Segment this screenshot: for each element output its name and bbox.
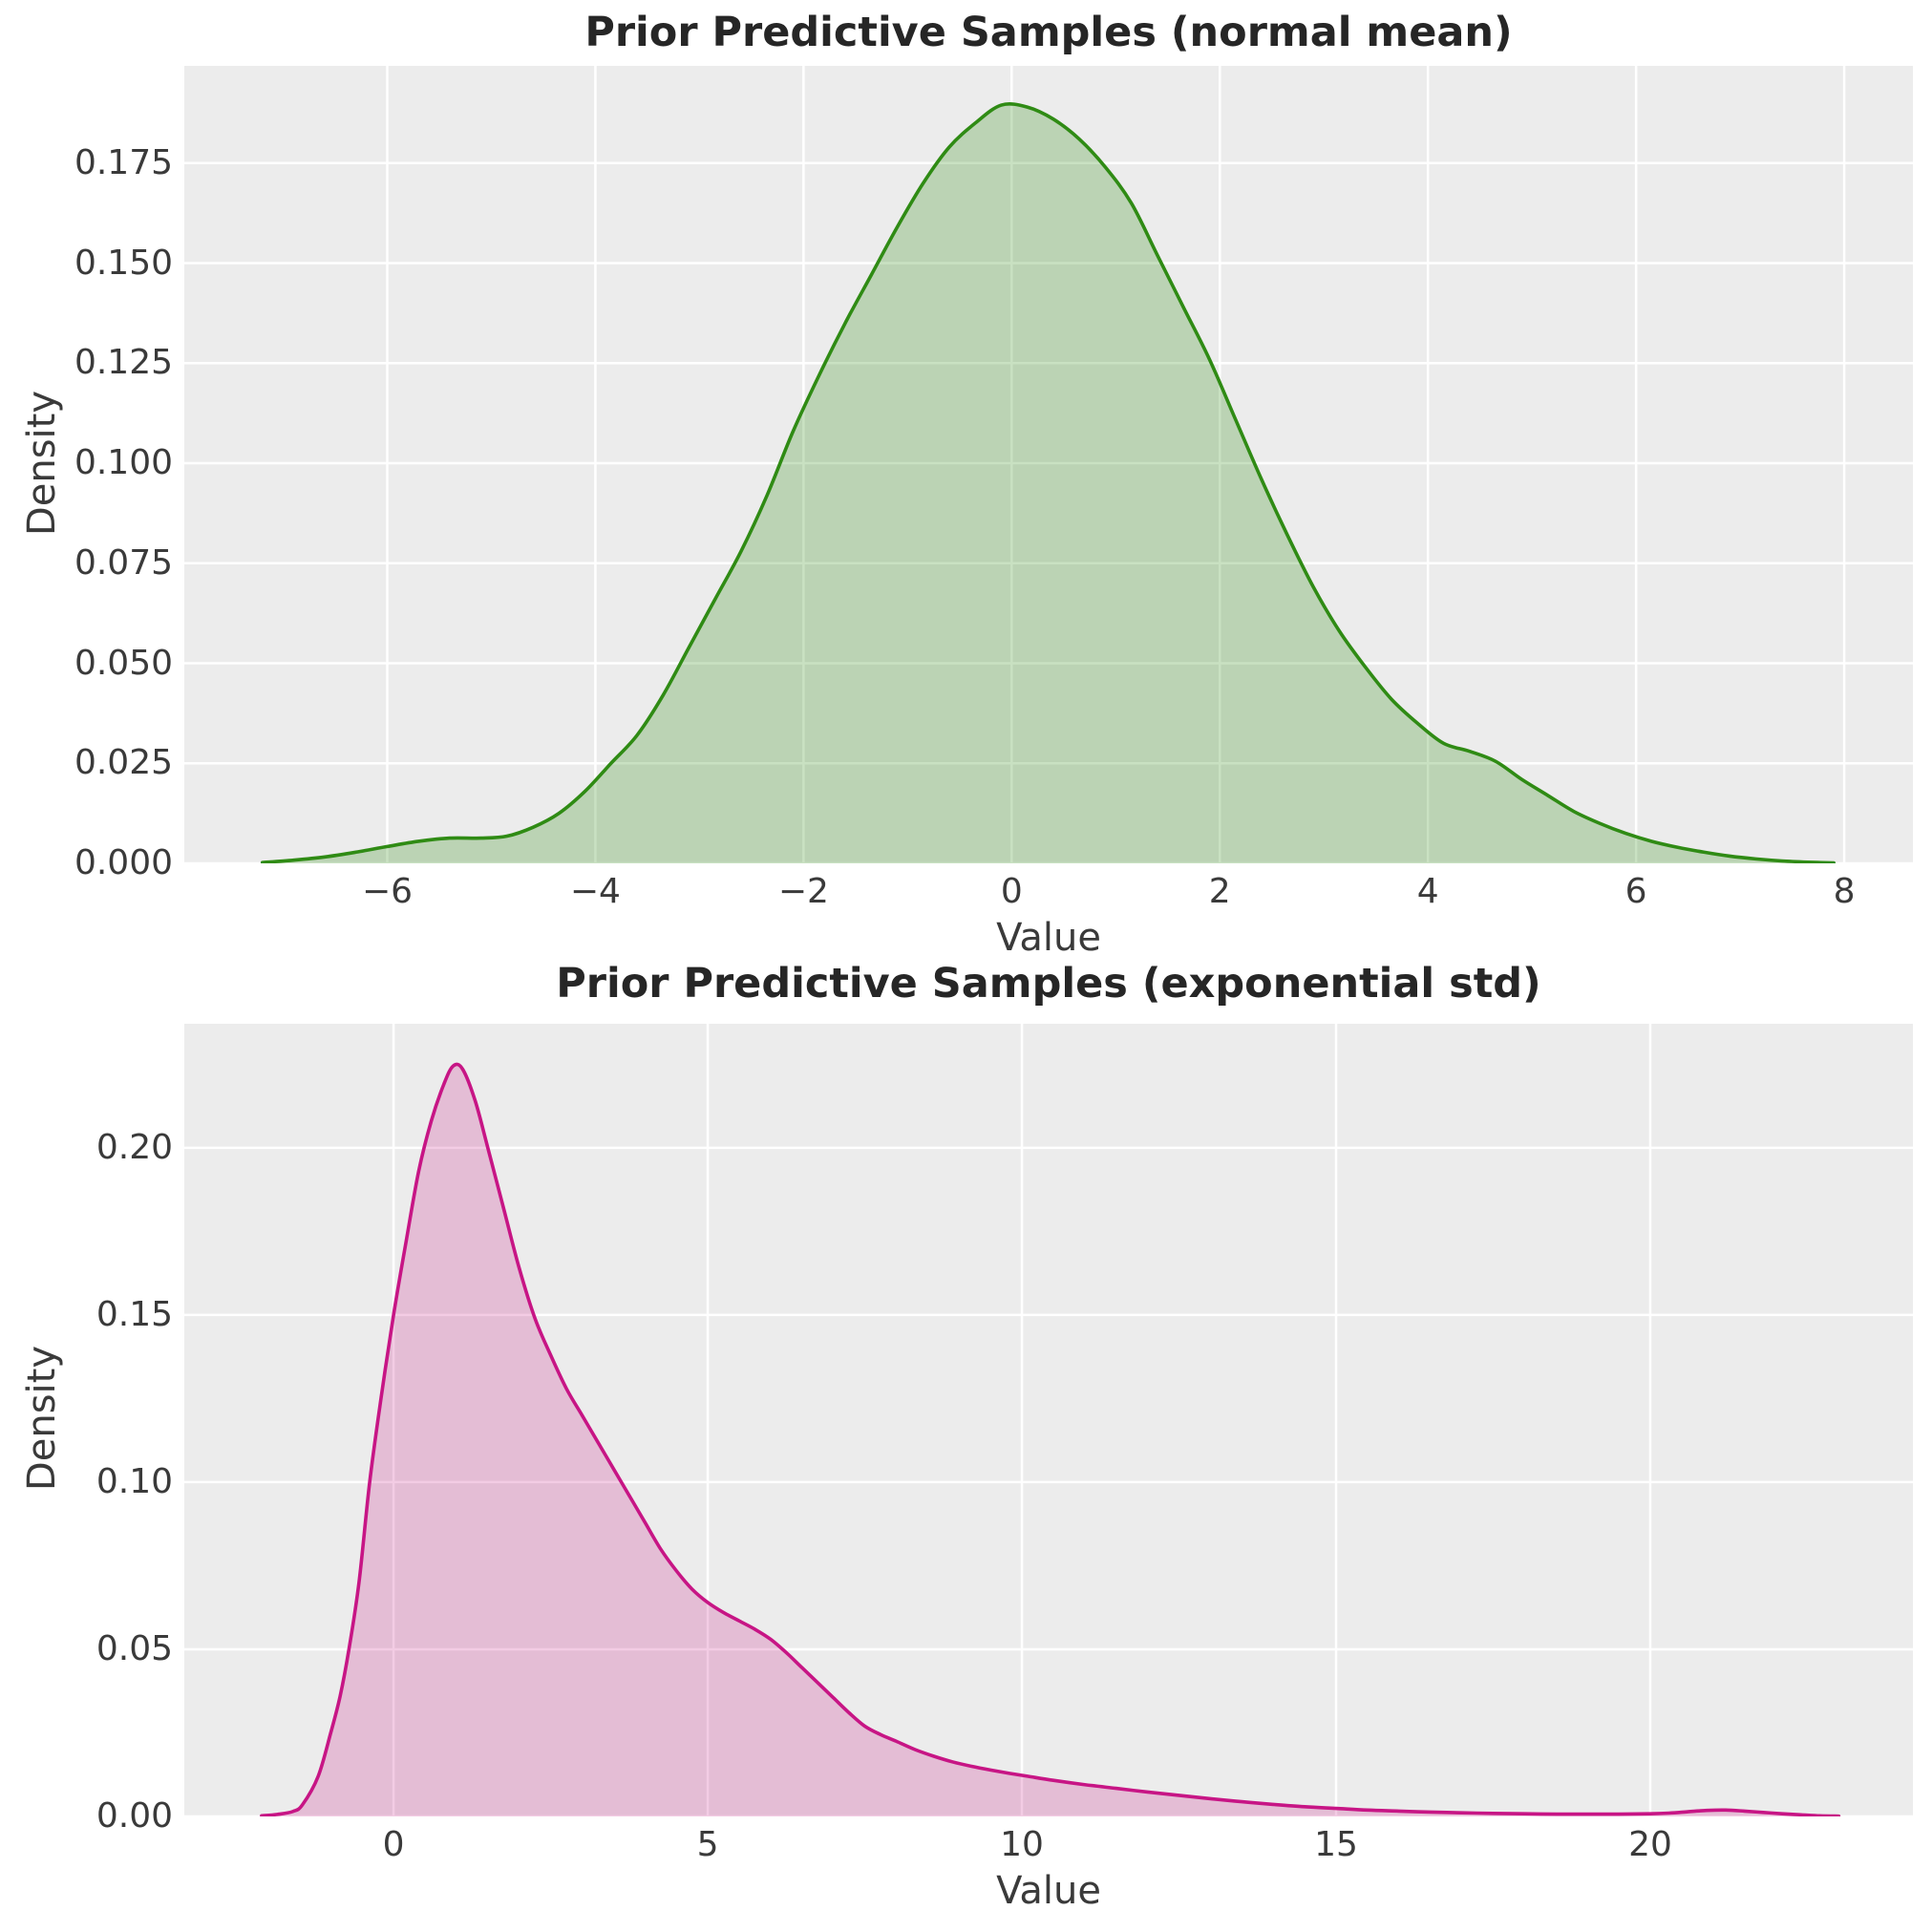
y-tick-label: 0.150 (74, 243, 173, 283)
x-tick-label: 5 (696, 1825, 719, 1864)
kde-density-line (260, 102, 1836, 863)
kde-fill-area (261, 1064, 1839, 1816)
y-axis-label-bottom: Density (20, 1345, 64, 1492)
x-tick-label: 6 (1624, 872, 1647, 911)
kde-fill-area (262, 103, 1835, 863)
y-tick-label: 0.15 (96, 1294, 173, 1334)
x-tick-label: 0 (1000, 872, 1023, 911)
kde-plot-svg-bottom (184, 1024, 1913, 1816)
x-tick-label: 2 (1208, 872, 1231, 911)
x-tick-label: 8 (1833, 872, 1856, 911)
y-tick-label: 0.05 (96, 1628, 173, 1668)
y-tick-label: 0.025 (74, 743, 173, 783)
plot-area-background-top (184, 66, 1913, 863)
y-tick-label: 0.00 (96, 1796, 173, 1836)
y-tick-label: 0.100 (74, 443, 173, 483)
x-tick-label: −4 (569, 872, 621, 911)
plot-area-background-bottom (184, 1024, 1913, 1816)
x-tick-label: 20 (1628, 1825, 1672, 1864)
x-tick-label: 15 (1314, 1825, 1358, 1864)
x-tick-label: −6 (361, 872, 414, 911)
x-axis-label-bottom: Value (996, 1869, 1101, 1913)
x-tick-label: 0 (382, 1825, 405, 1864)
y-tick-label: 0.075 (74, 542, 173, 583)
y-tick-label: 0.050 (74, 643, 173, 683)
x-tick-label: 4 (1416, 872, 1439, 911)
kde-plot-svg-top (184, 66, 1913, 863)
y-tick-label: 0.20 (96, 1127, 173, 1167)
y-tick-label: 0.175 (74, 142, 173, 182)
kde-density-line (260, 1062, 1841, 1816)
y-tick-label: 0.125 (74, 343, 173, 383)
chart-title-top: Prior Predictive Samples (normal mean) (584, 9, 1513, 56)
y-tick-label: 0.10 (96, 1461, 173, 1501)
x-tick-label: 10 (1000, 1825, 1044, 1864)
y-tick-label: 0.000 (74, 843, 173, 882)
x-tick-label: −2 (777, 872, 829, 911)
chart-title-bottom: Prior Predictive Samples (exponential st… (556, 960, 1541, 1008)
x-axis-label-top: Value (996, 916, 1101, 960)
